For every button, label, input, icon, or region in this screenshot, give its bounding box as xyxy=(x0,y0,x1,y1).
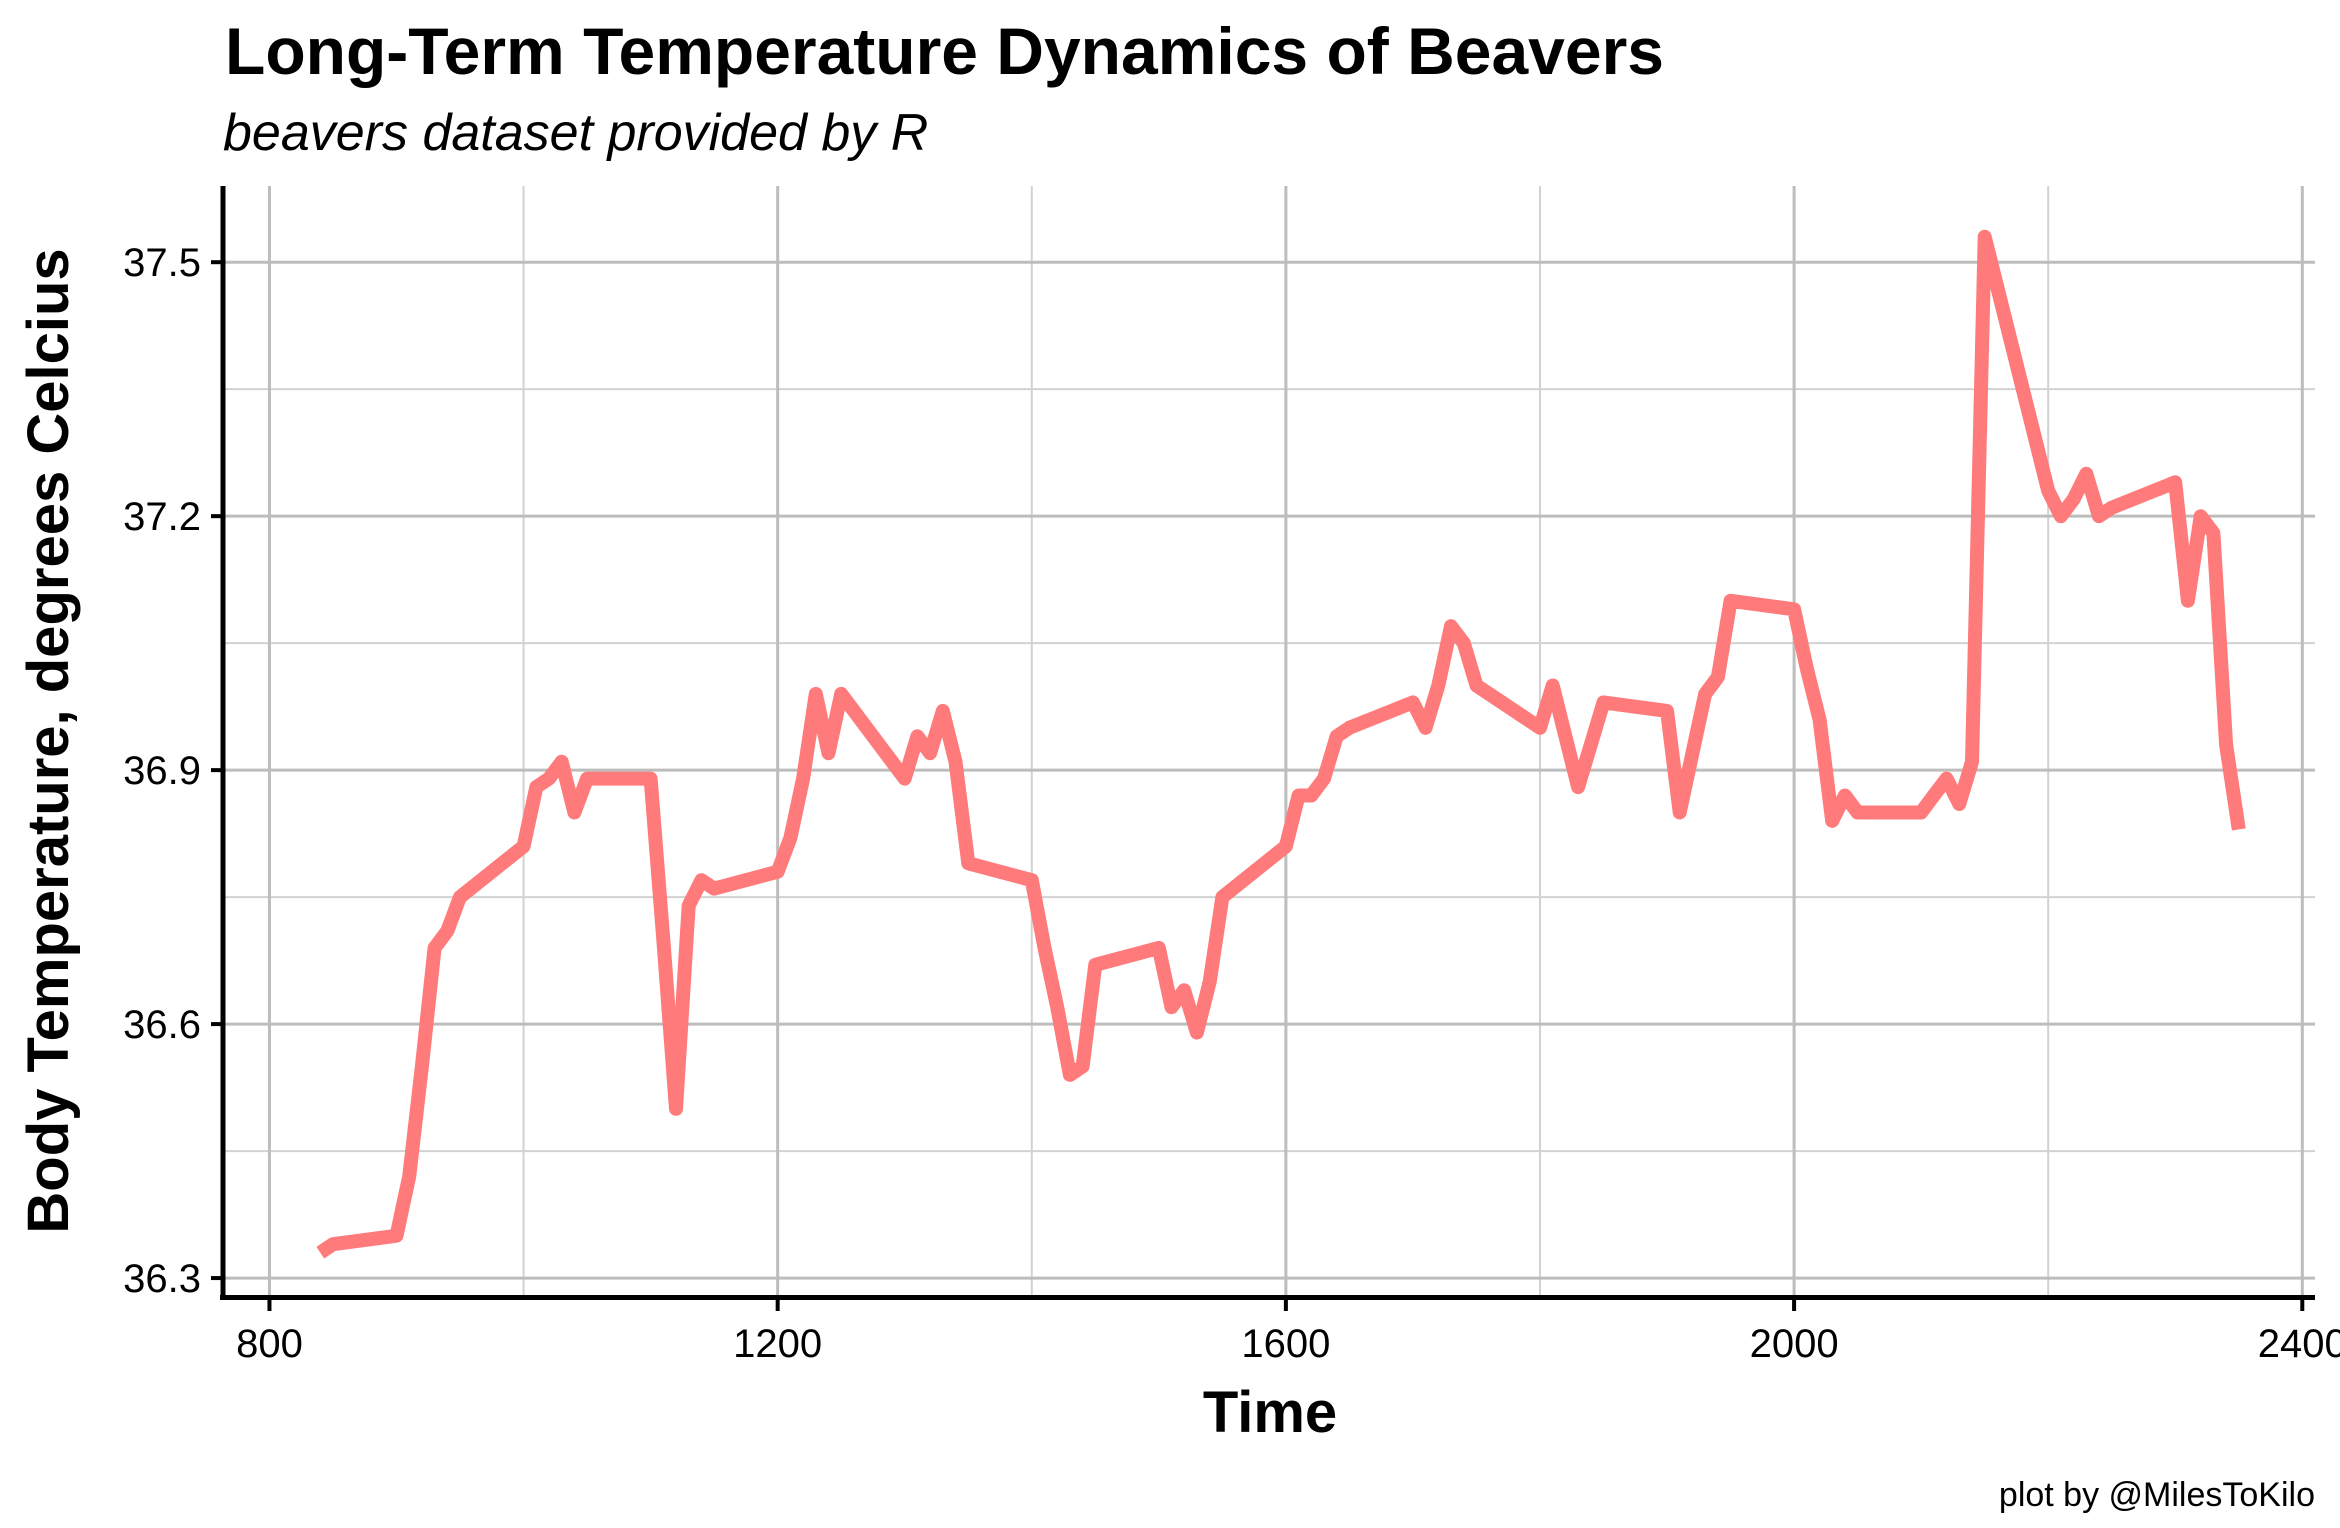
x-tick-label: 2000 xyxy=(1750,1322,1839,1366)
x-tick-label: 800 xyxy=(236,1322,303,1366)
y-tick-label: 36.3 xyxy=(123,1257,201,1301)
major-gridlines xyxy=(225,186,2315,1295)
y-axis-ticks: 36.3 36.6 36.9 37.2 37.5 xyxy=(123,241,223,1301)
x-axis-ticks: 800 1200 1600 2000 2400 xyxy=(236,1299,2340,1366)
minor-gridlines xyxy=(225,186,2315,1295)
x-tick-label: 2400 xyxy=(2258,1322,2340,1366)
y-axis-title: Body Temperature, degrees Celcius xyxy=(16,248,81,1233)
x-axis-title: Time xyxy=(1203,1380,1337,1445)
y-tick-label: 37.5 xyxy=(123,241,201,285)
x-tick-label: 1600 xyxy=(1241,1322,1330,1366)
y-tick-label: 36.9 xyxy=(123,749,201,793)
y-tick-label: 36.6 xyxy=(123,1003,201,1047)
temperature-series-line xyxy=(316,229,2246,1259)
chart-title: Long-Term Temperature Dynamics of Beaver… xyxy=(225,14,1664,88)
chart-subtitle: beavers dataset provided by R xyxy=(223,104,928,162)
plot-credit-caption: plot by @MilesToKilo xyxy=(1999,1476,2315,1514)
y-tick-label: 37.2 xyxy=(123,495,201,539)
x-tick-label: 1200 xyxy=(733,1322,822,1366)
series-line-group xyxy=(316,229,2246,1259)
